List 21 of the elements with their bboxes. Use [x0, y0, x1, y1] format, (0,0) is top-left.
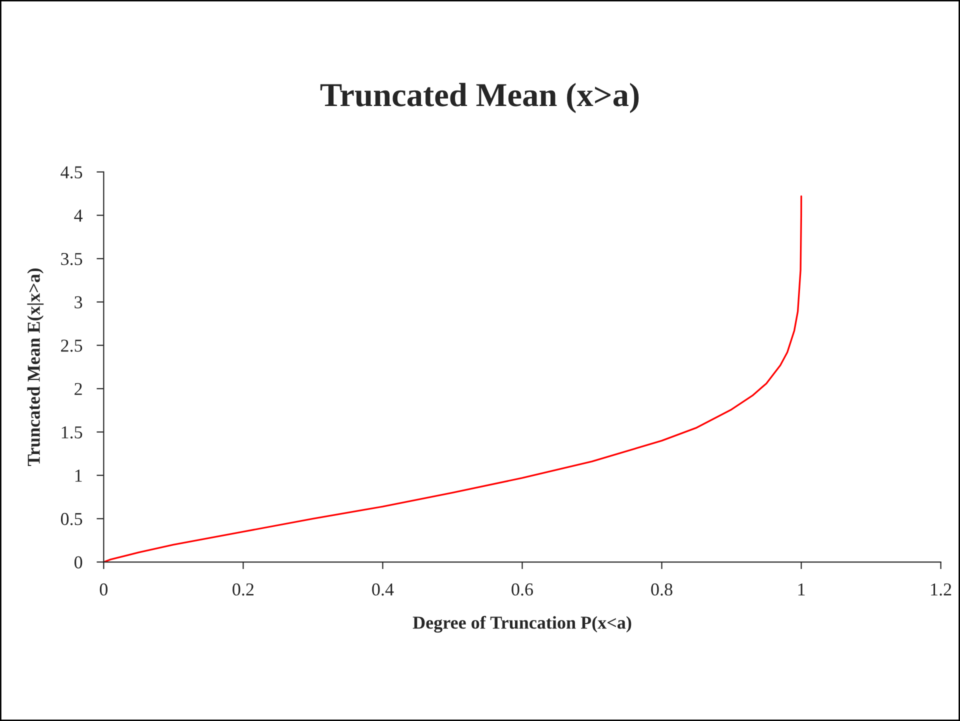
y-tick-label: 1: [75, 470, 82, 482]
y-tick-label: 2: [74, 382, 82, 395]
x-axis-title: Degree of Truncation P(x<a): [412, 616, 632, 633]
y-axis-title: Truncated Mean E(x|x>a): [27, 268, 44, 466]
x-tick-label: 1: [798, 583, 805, 596]
x-tick-label: 0.4: [372, 583, 394, 596]
x-tick-label: 0: [100, 583, 108, 596]
x-tick-label: 0.2: [232, 583, 254, 596]
y-tick-label: 4.5: [60, 166, 82, 178]
y-tick-label: 1.5: [62, 426, 82, 439]
x-tick-label: 1.2: [931, 583, 952, 596]
x-tick-label: 0.8: [651, 583, 672, 596]
y-tick-label: 3: [74, 296, 82, 308]
chart-title: Truncated Mean (x>a): [320, 82, 639, 114]
y-tick-label: 4: [74, 210, 83, 222]
y-tick-label: 0.5: [60, 512, 82, 526]
x-tick-label: 0.6: [512, 583, 533, 596]
y-tick-label: 2.5: [61, 340, 82, 352]
y-tick-label: 0: [74, 556, 82, 568]
y-tick-label: 3.5: [61, 252, 82, 266]
line-series: [104, 195, 802, 562]
